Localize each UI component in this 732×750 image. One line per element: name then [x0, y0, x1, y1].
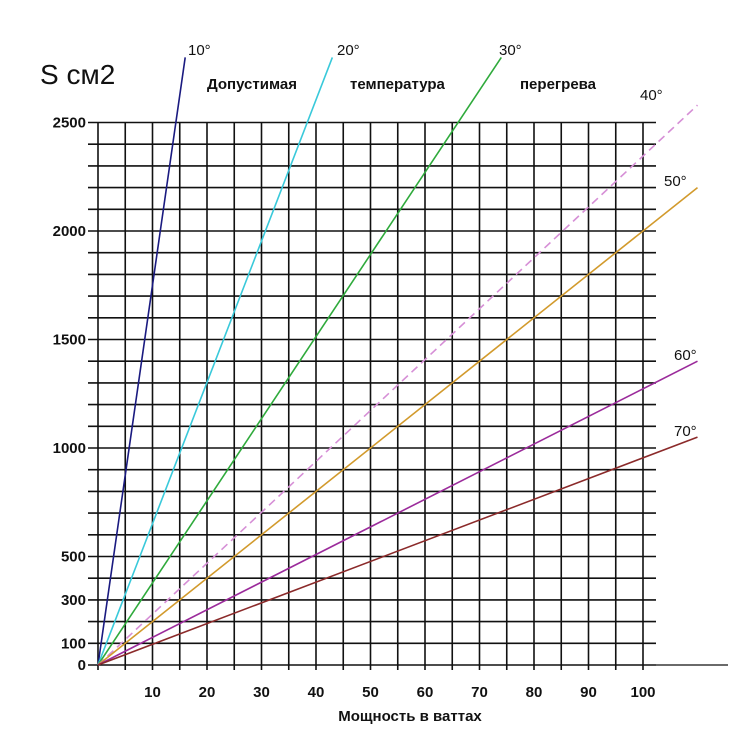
- series-line-20deg: [97, 57, 334, 666]
- series-line-60deg: [97, 360, 698, 666]
- y-axis-label: S см2: [40, 59, 115, 90]
- series-lines: [97, 56, 699, 666]
- x-tick-label: 70: [471, 684, 488, 701]
- x-tick-label: 100: [630, 684, 655, 701]
- y-tick-label: 500: [61, 549, 86, 566]
- y-tick-label: 1500: [53, 332, 86, 349]
- series-label-70deg: 70°: [674, 423, 697, 440]
- x-tick-label: 60: [417, 684, 434, 701]
- series-label-20deg: 20°: [337, 42, 360, 59]
- x-tick-labels: 10 20 30 40 50 60 70 80 90 100: [144, 684, 655, 701]
- x-tick-label: 30: [253, 684, 270, 701]
- series-line-30deg: [97, 56, 502, 666]
- y-tick-label: 300: [61, 592, 86, 609]
- series-label-50deg: 50°: [664, 173, 687, 190]
- y-tick-label: 0: [78, 657, 86, 674]
- annotation-word-3: перегрева: [520, 76, 597, 93]
- x-axis-label: Мощность в ваттах: [338, 708, 482, 725]
- annotation-word-1: Допустимая: [207, 76, 297, 93]
- series-label-10deg: 10°: [188, 42, 211, 59]
- x-tick-label: 80: [526, 684, 543, 701]
- y-tick-labels: 0 100 300 500 1000 1500 2000 2500: [53, 115, 86, 675]
- y-tick-label: 2000: [53, 223, 86, 240]
- series-label-40deg: 40°: [640, 87, 663, 104]
- x-tick-label: 40: [308, 684, 325, 701]
- series-label-60deg: 60°: [674, 347, 697, 364]
- series-line-70deg: [97, 436, 698, 666]
- annotation-word-2: температура: [350, 76, 446, 93]
- y-tick-label: 2500: [53, 115, 86, 132]
- x-tick-label: 10: [144, 684, 161, 701]
- x-tick-label: 90: [580, 684, 597, 701]
- x-tick-label: 50: [362, 684, 379, 701]
- series-line-50deg: [97, 186, 698, 666]
- series-line-10deg: [97, 57, 186, 666]
- y-tick-label: 1000: [53, 440, 86, 457]
- series-labels: 10° 20° 30° 40° 50° 60° 70°: [188, 42, 697, 440]
- x-tick-label: 20: [199, 684, 216, 701]
- series-label-30deg: 30°: [499, 42, 522, 59]
- y-tick-label: 100: [61, 635, 86, 652]
- series-line-40deg: [97, 104, 699, 666]
- grid: [88, 121, 728, 670]
